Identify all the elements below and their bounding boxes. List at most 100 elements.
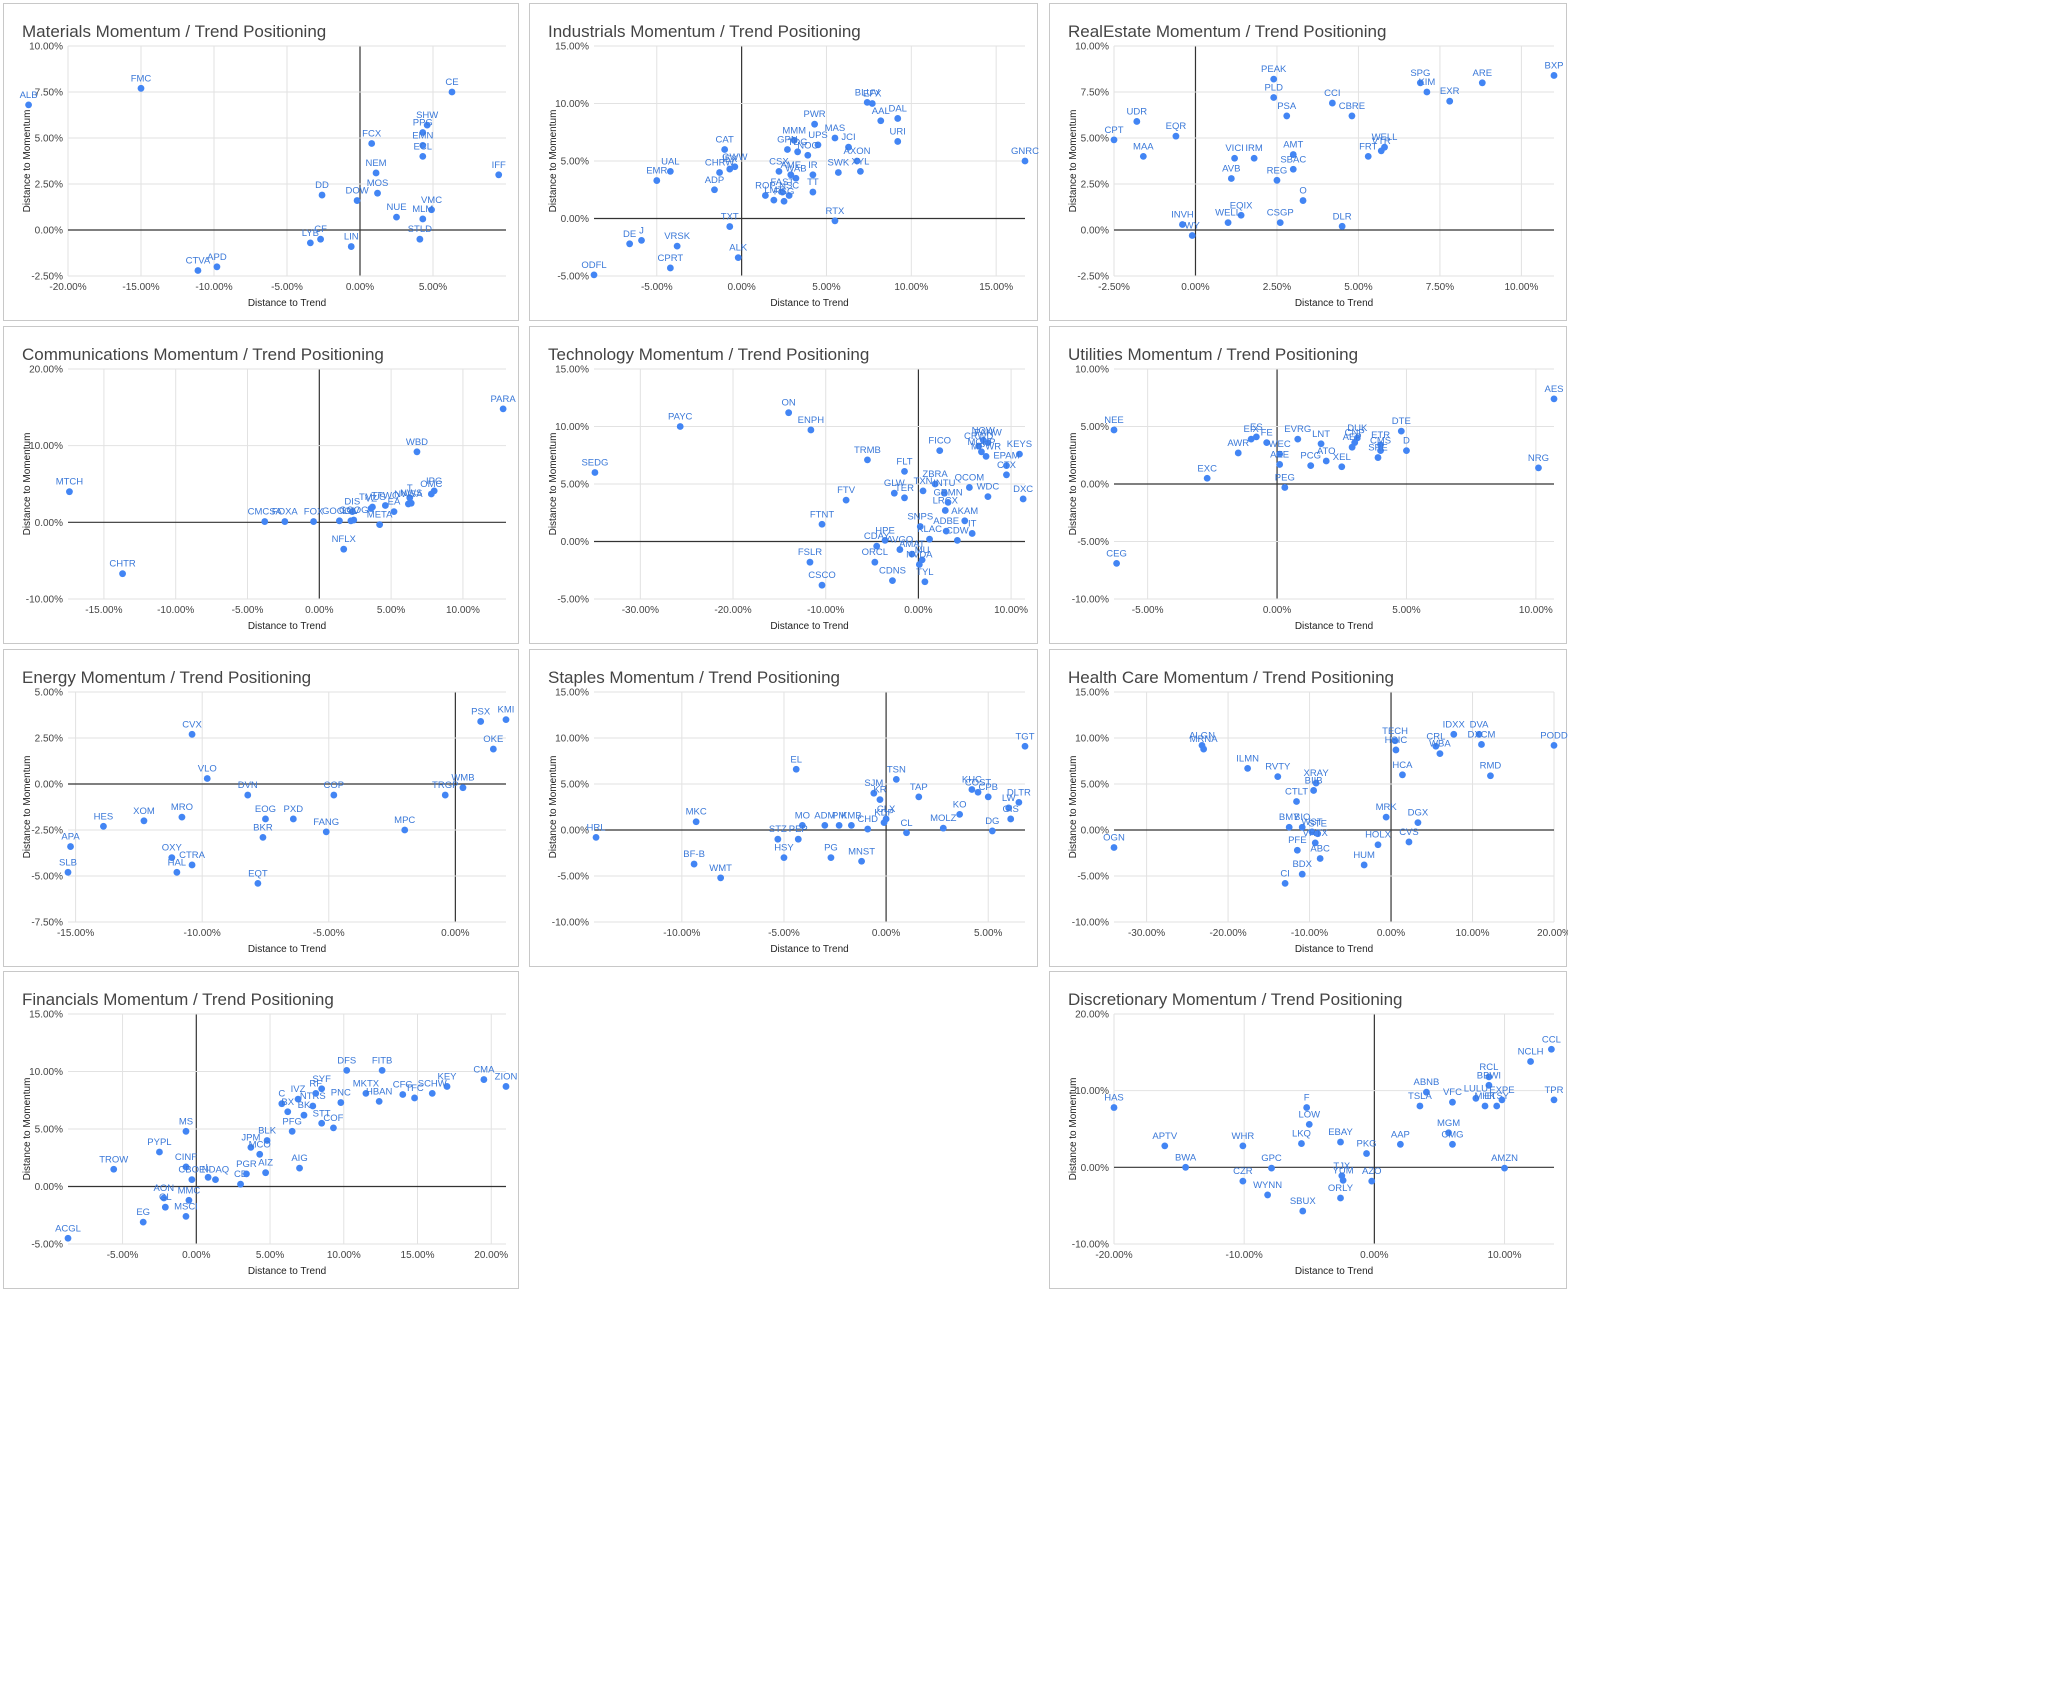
x-tick-label: 10.00% xyxy=(327,1250,361,1261)
data-point-label: AMZN xyxy=(1491,1153,1518,1164)
data-point-label: FSLR xyxy=(798,547,822,558)
chart-title: RealEstate Momentum / Trend Positioning xyxy=(1068,22,1387,41)
data-point-label: QCOM xyxy=(955,472,985,483)
data-point xyxy=(1432,742,1440,750)
data-point xyxy=(262,1169,270,1177)
data-point-label: STZ xyxy=(769,824,787,835)
data-point xyxy=(921,578,929,586)
data-point xyxy=(809,171,817,179)
data-point-label: PCG xyxy=(1300,451,1321,462)
data-point xyxy=(140,817,148,825)
data-point-label: RMD xyxy=(1480,761,1502,772)
data-point xyxy=(419,153,427,160)
data-point-label: DUK xyxy=(1347,423,1368,434)
data-point-label: TJX xyxy=(1333,1161,1351,1172)
y-tick-label: -5.00% xyxy=(1077,537,1109,548)
y-tick-label: -10.00% xyxy=(1072,1240,1109,1251)
data-point-label: C xyxy=(278,1089,285,1100)
data-point-label: ORLY xyxy=(1328,1183,1354,1194)
y-tick-label: -2.50% xyxy=(31,826,63,837)
data-point xyxy=(1293,846,1301,854)
data-point-label: CB xyxy=(234,1169,247,1180)
data-point xyxy=(1478,79,1486,87)
data-point xyxy=(1270,94,1278,101)
data-point xyxy=(870,789,878,797)
data-point xyxy=(1276,450,1284,458)
data-point-label: TSN xyxy=(887,764,906,775)
gridlines xyxy=(68,1013,506,1245)
data-point-label: PG xyxy=(824,843,838,854)
data-point-label: DD xyxy=(315,180,329,191)
data-point-label: ECL xyxy=(414,141,432,152)
data-point xyxy=(1446,97,1454,105)
data-point-label: WYNN xyxy=(1253,1180,1282,1191)
data-point xyxy=(1501,1164,1508,1172)
data-point xyxy=(1374,841,1382,849)
data-point-label: AMAT xyxy=(899,539,925,550)
data-point-label: URI xyxy=(890,126,906,137)
data-point-label: CRWD xyxy=(964,431,994,442)
data-point xyxy=(827,854,835,861)
y-tick-label: 15.00% xyxy=(1075,688,1109,699)
data-point xyxy=(300,1111,308,1119)
scatter-plot-energy: -15.00% -10.00% -5.00% 0.00% -7.50% -5.00% -2.… xyxy=(22,688,514,956)
data-point xyxy=(419,141,427,149)
data-point-label: TRMB xyxy=(854,445,881,456)
data-point-label: LIN xyxy=(344,232,359,243)
data-point-label: META xyxy=(367,510,393,521)
data-point xyxy=(1263,439,1271,446)
data-point xyxy=(653,177,661,184)
data-point-label: NSC xyxy=(779,181,799,192)
data-point-label: CF xyxy=(314,224,327,235)
gridlines xyxy=(68,691,506,923)
chart-title: Utilities Momentum / Trend Positioning xyxy=(1068,345,1359,364)
data-point xyxy=(1338,222,1346,230)
data-point-label: CSX xyxy=(769,156,789,167)
data-point xyxy=(775,167,783,175)
data-point xyxy=(110,1165,118,1173)
x-tick-label: 10.00% xyxy=(1504,282,1538,293)
data-point xyxy=(119,570,126,578)
data-point-label: CMS xyxy=(1370,436,1391,447)
data-point xyxy=(881,536,889,544)
data-point-label: HUM xyxy=(1353,850,1375,861)
data-point xyxy=(591,469,599,476)
data-point xyxy=(1475,730,1483,738)
data-point xyxy=(1348,112,1356,120)
data-point xyxy=(1423,1088,1430,1096)
data-point-label: GLW xyxy=(884,478,905,489)
x-axis-label: Distance to Trend xyxy=(1295,298,1373,309)
data-point-label: EXPE xyxy=(1489,1085,1514,1096)
data-point-label: MU xyxy=(915,545,930,556)
data-point-label: ALB xyxy=(20,90,38,101)
data-point-label: HAS xyxy=(1104,1093,1124,1104)
data-point xyxy=(1445,1129,1452,1137)
data-point xyxy=(289,815,297,823)
data-point-label: TECH xyxy=(1382,726,1408,737)
data-point xyxy=(734,254,742,261)
chart-title: Financials Momentum / Trend Positioning xyxy=(22,990,334,1009)
x-tick-label: -2.50% xyxy=(1098,282,1130,293)
data-point xyxy=(495,171,503,179)
x-tick-label: 5.00% xyxy=(812,282,840,293)
scatter-plot-technology: -30.00% -20.00% -10.00% 0.00% 10.00% -5.00% 0.… xyxy=(548,365,1033,633)
data-point-label: TSLA xyxy=(1408,1091,1432,1102)
y-tick-label: 0.00% xyxy=(1081,826,1109,837)
data-point-label: XEL xyxy=(1333,452,1351,463)
data-point xyxy=(931,480,939,488)
data-point xyxy=(811,120,818,128)
data-point xyxy=(1416,79,1424,87)
data-point-label: CDW xyxy=(946,525,969,536)
data-point-label: MRK xyxy=(1376,802,1398,813)
chart-panel-healthcare: Health Care Momentum / Trend Positioning… xyxy=(1049,649,1568,967)
data-point-label: NWS xyxy=(400,488,422,499)
data-point xyxy=(726,165,734,173)
data-point-label: TPR xyxy=(1545,1085,1564,1096)
data-point xyxy=(842,496,850,504)
data-point-label: AKAM xyxy=(951,506,978,517)
data-point-label: PM xyxy=(832,810,846,821)
data-point xyxy=(322,828,330,836)
data-point xyxy=(1312,779,1320,787)
